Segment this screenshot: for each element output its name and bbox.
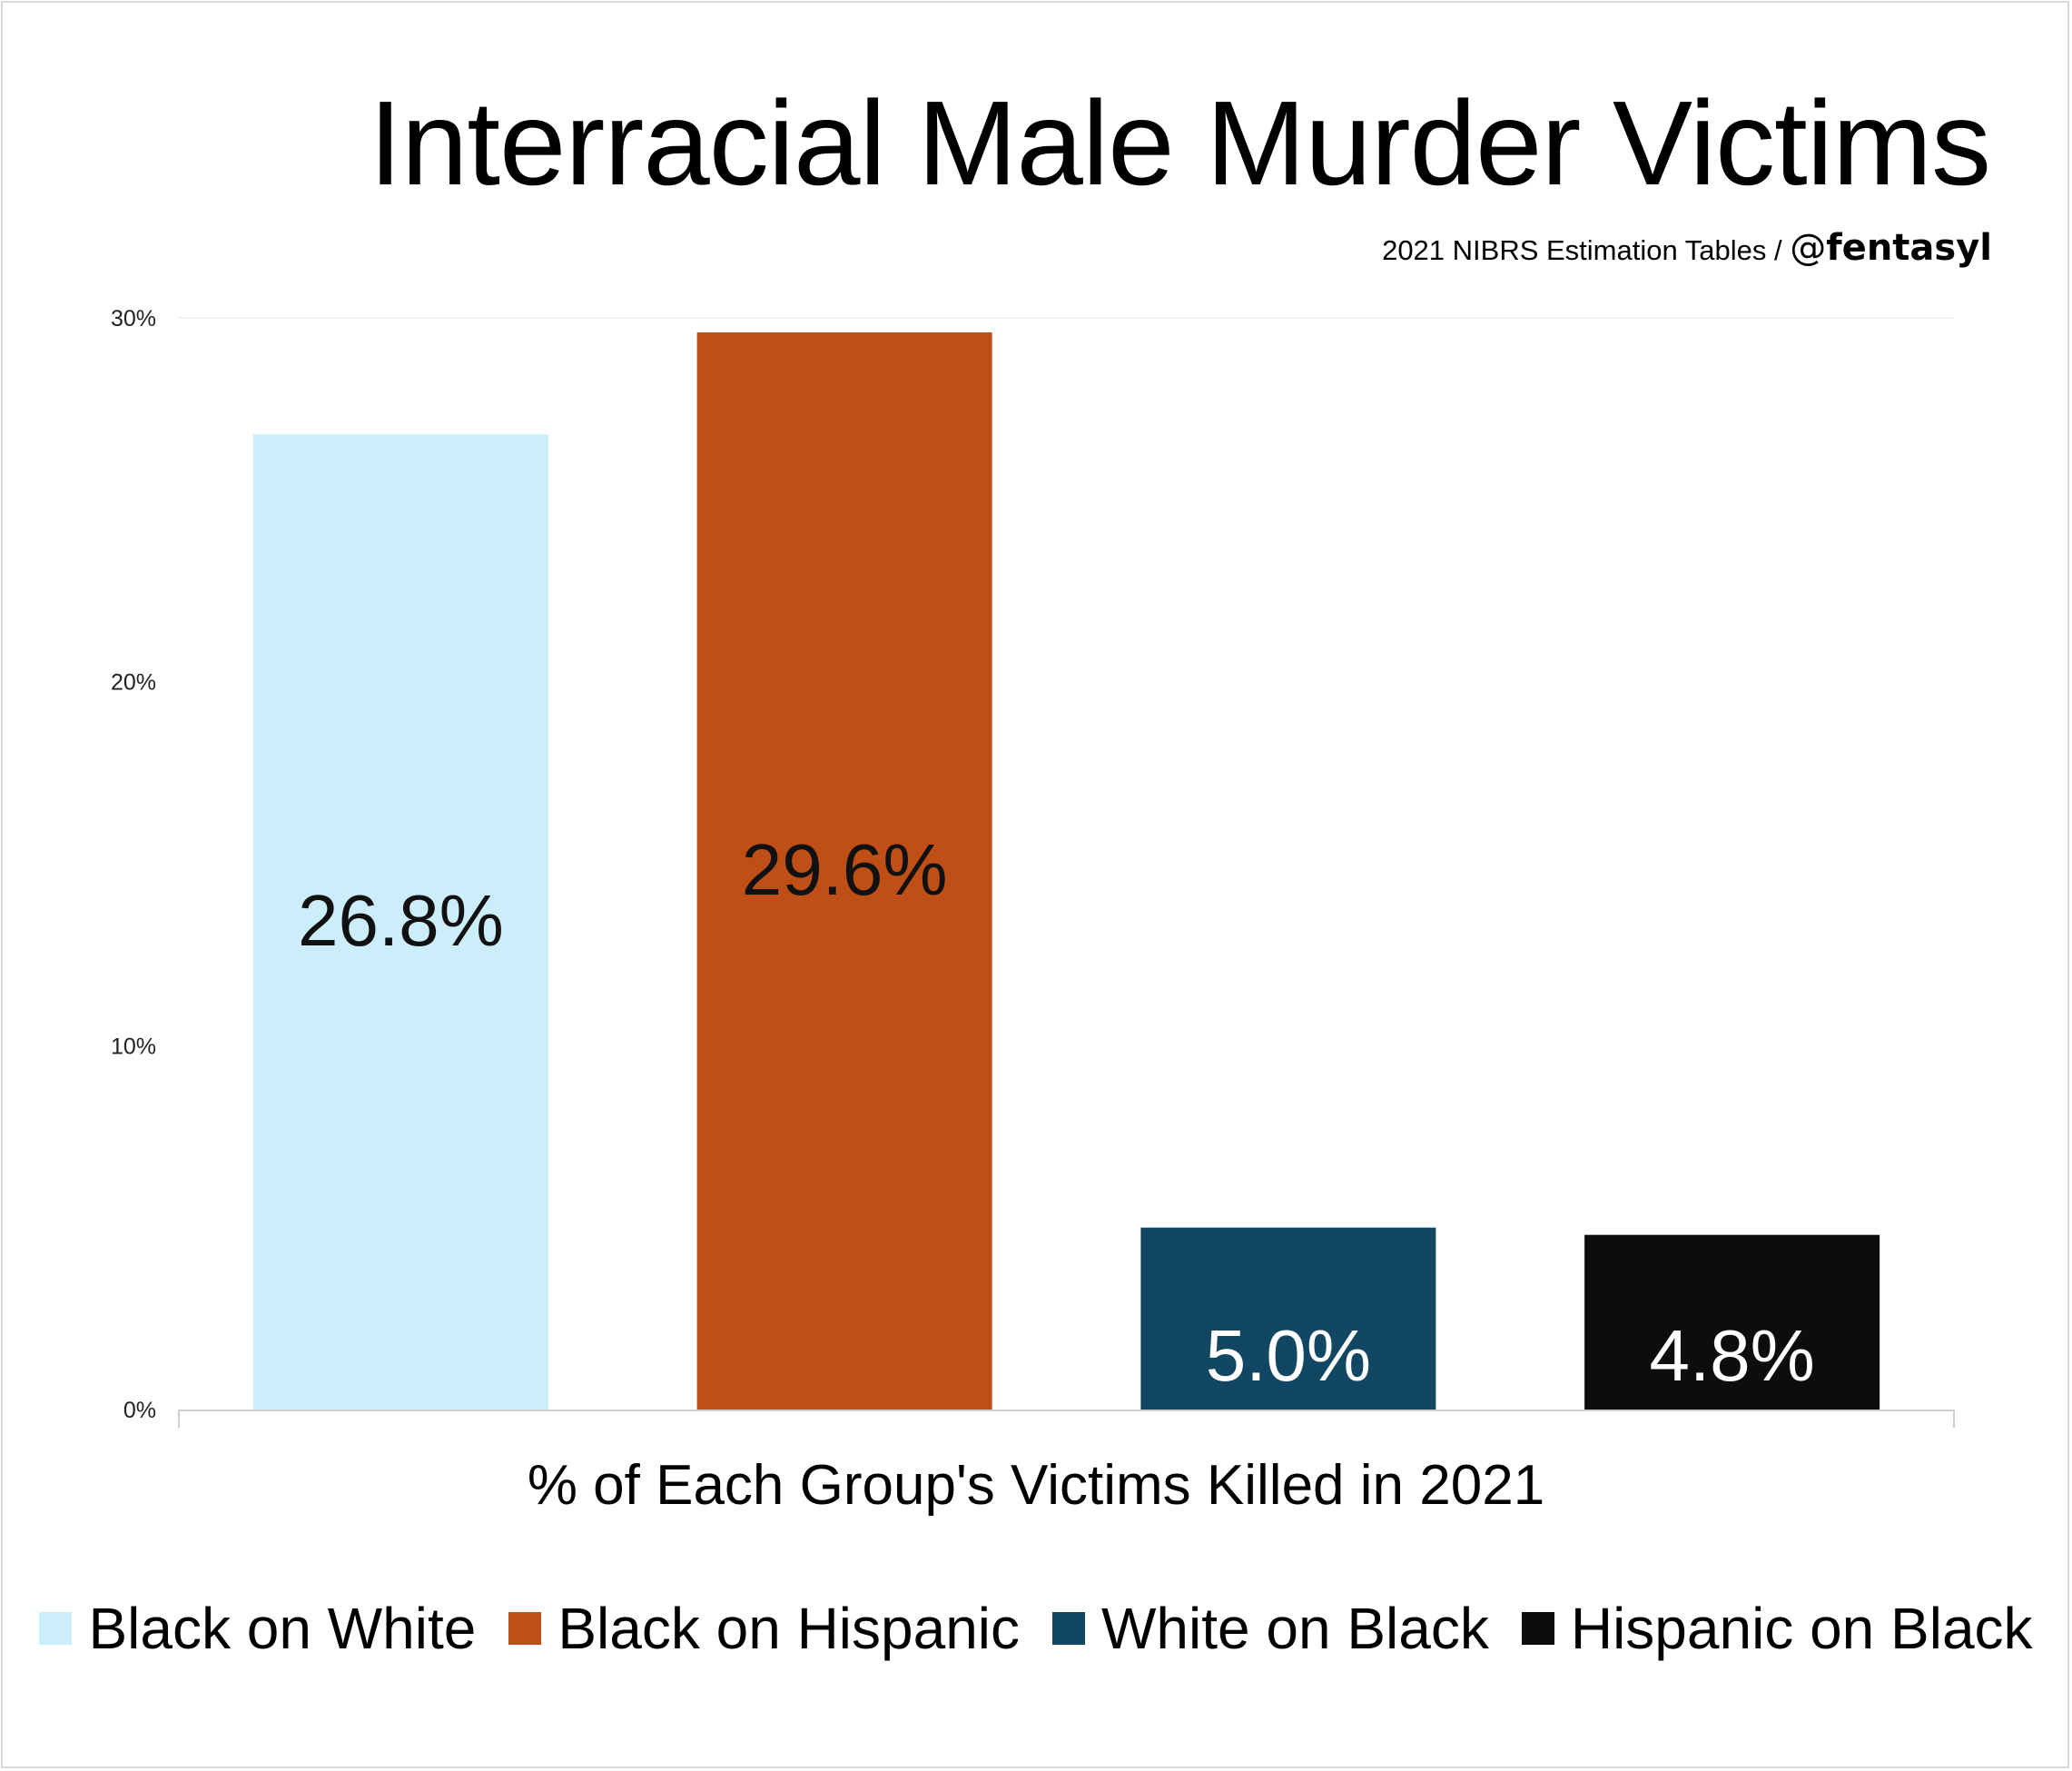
data-label: 26.8% bbox=[298, 880, 504, 961]
legend-item: Hispanic on Black bbox=[1521, 1595, 2033, 1662]
legend-label: Hispanic on Black bbox=[1570, 1596, 2033, 1661]
data-label: 5.0% bbox=[1206, 1315, 1371, 1396]
data-label: 29.6% bbox=[742, 829, 948, 910]
bar bbox=[1140, 1227, 1436, 1410]
legend: Black on White Black on Hispanic White on … bbox=[0, 1595, 2072, 1662]
legend-label: Black on White bbox=[88, 1596, 477, 1661]
legend-label: White on Black bbox=[1101, 1596, 1489, 1661]
y-tick-label: 30% bbox=[111, 306, 156, 331]
chart-title: Interracial Male Murder Victims bbox=[369, 76, 1991, 210]
data-labels: 26.8% 29.6% 5.0% 4.8% bbox=[298, 829, 1815, 1396]
subtitle-separator: / bbox=[1774, 234, 1782, 266]
data-label: 4.8% bbox=[1649, 1315, 1814, 1396]
bar bbox=[252, 434, 548, 1410]
y-axis-ticks: 0% 10% 20% 30% bbox=[111, 306, 156, 1423]
author-handle-name: fentasyl bbox=[1826, 227, 1992, 269]
y-tick-label: 20% bbox=[111, 670, 156, 696]
y-tick-label: 0% bbox=[123, 1398, 156, 1423]
legend-item: Black on Hispanic bbox=[508, 1595, 1020, 1662]
legend-swatch bbox=[508, 1612, 542, 1645]
subtitle-source: 2021 NIBRS Estimation Tables bbox=[1382, 234, 1767, 266]
legend-label: Black on Hispanic bbox=[557, 1596, 1020, 1661]
bar bbox=[1584, 1234, 1880, 1410]
author-handle: @fentasyl bbox=[1790, 227, 1992, 269]
bars bbox=[252, 332, 1880, 1410]
bar bbox=[696, 332, 992, 1410]
x-axis bbox=[178, 1410, 1955, 1428]
legend-swatch bbox=[1052, 1612, 1085, 1645]
legend-swatch bbox=[1521, 1612, 1554, 1645]
author-handle-at: @ bbox=[1790, 227, 1827, 269]
y-tick-label: 10% bbox=[111, 1034, 156, 1059]
legend-item: White on Black bbox=[1052, 1595, 1489, 1662]
legend-item: Black on White bbox=[39, 1595, 476, 1662]
chart-subtitle: 2021 NIBRS Estimation Tables / @fentasyl bbox=[1382, 227, 1992, 269]
legend-swatch bbox=[39, 1612, 73, 1645]
x-axis-label: % of Each Group's Victims Killed in 2021 bbox=[527, 1454, 1545, 1517]
